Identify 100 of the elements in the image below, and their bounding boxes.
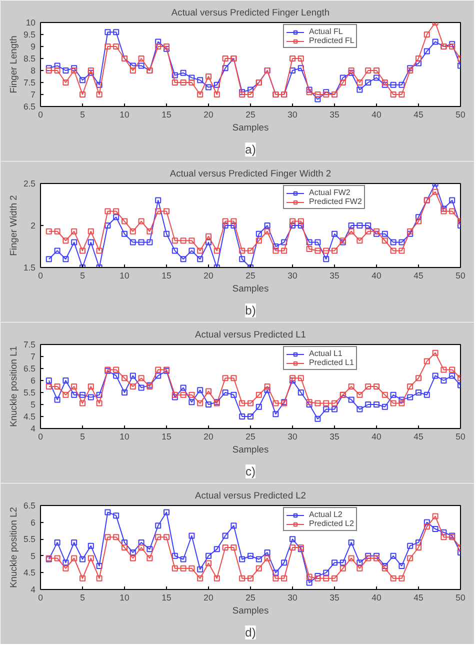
point: [206, 552, 212, 559]
point: [180, 392, 186, 398]
point: [348, 70, 354, 76]
x-tick-label: 35: [330, 110, 340, 120]
x-tick-label: 40: [372, 110, 382, 120]
point: [365, 555, 372, 562]
point: [122, 390, 128, 396]
point: [46, 65, 52, 72]
point: [356, 565, 363, 572]
point: [424, 524, 430, 530]
point: [314, 416, 321, 422]
x-tick-label: 15: [162, 432, 172, 442]
y-tick-label: 2: [30, 220, 36, 230]
x-tick-label: 20: [204, 110, 214, 120]
point: [298, 222, 304, 228]
point: [214, 575, 220, 582]
point: [54, 396, 60, 403]
point: [264, 387, 270, 394]
x-tick-label: 30: [288, 270, 298, 280]
point: [146, 546, 153, 552]
point: [340, 565, 346, 572]
x-tick-label: 10: [120, 270, 130, 280]
point: [374, 402, 380, 408]
point: [88, 68, 94, 74]
point: [374, 74, 380, 81]
point: [222, 56, 228, 62]
point: [172, 392, 178, 398]
point: [323, 570, 330, 576]
point: [71, 384, 78, 390]
point: [71, 239, 78, 246]
point: [323, 92, 330, 98]
point: [138, 62, 144, 69]
point: [298, 56, 304, 62]
point: [272, 248, 279, 254]
x-tick-label: 15: [162, 270, 172, 280]
y-tick-label: 10: [26, 18, 36, 28]
point: [264, 222, 270, 228]
point: [314, 248, 321, 254]
x-tick-label: 5: [80, 270, 86, 280]
point: [432, 372, 438, 379]
x-axis-title: Samples: [232, 284, 269, 294]
point: [230, 218, 237, 224]
point: [407, 394, 414, 400]
point: [88, 70, 94, 76]
point: [62, 238, 69, 244]
x-tick-label: 50: [456, 110, 466, 120]
point: [80, 92, 86, 98]
point: [188, 238, 195, 244]
point: [180, 556, 186, 562]
x-tick-label: 5: [80, 592, 86, 602]
point: [407, 65, 414, 72]
point: [248, 92, 254, 98]
point: [398, 400, 405, 406]
point: [332, 406, 338, 412]
point: [390, 248, 396, 254]
point: [80, 400, 86, 406]
x-tick-label: 30: [288, 110, 298, 120]
point: [390, 239, 396, 246]
point: [138, 56, 144, 62]
point: [306, 402, 312, 408]
point: [398, 575, 405, 582]
point: [46, 228, 52, 234]
point: [407, 68, 414, 74]
point: [390, 575, 396, 582]
x-tick-label: 0: [38, 110, 44, 120]
point: [188, 392, 195, 398]
point: [138, 239, 144, 246]
x-tick-label: 20: [204, 432, 214, 442]
point: [46, 378, 52, 384]
point: [104, 29, 111, 36]
point: [62, 560, 69, 566]
point: [197, 77, 204, 84]
point: [239, 556, 246, 562]
point: [155, 534, 162, 540]
point: [264, 228, 270, 234]
point: [155, 366, 162, 373]
point: [432, 350, 438, 356]
point: [172, 72, 178, 78]
point: [104, 208, 111, 214]
point: [390, 92, 396, 98]
y-tick-label: 4: [30, 424, 36, 434]
x-tick-label: 50: [456, 592, 466, 602]
point: [390, 400, 396, 406]
point: [180, 70, 186, 76]
y-tick-label: 6.5: [23, 364, 36, 374]
point: [356, 392, 363, 398]
point: [382, 392, 388, 398]
y-tick-label: 9.5: [23, 30, 36, 40]
point: [239, 256, 246, 262]
point: [62, 378, 69, 384]
point: [54, 248, 60, 254]
legend-label: Predicted FL: [309, 36, 354, 45]
point: [323, 575, 330, 582]
point: [230, 392, 237, 398]
point: [88, 555, 94, 562]
point: [256, 238, 262, 244]
point: [122, 218, 128, 224]
point: [80, 77, 86, 84]
y-tick-label: 5: [30, 550, 36, 561]
point: [356, 560, 363, 566]
